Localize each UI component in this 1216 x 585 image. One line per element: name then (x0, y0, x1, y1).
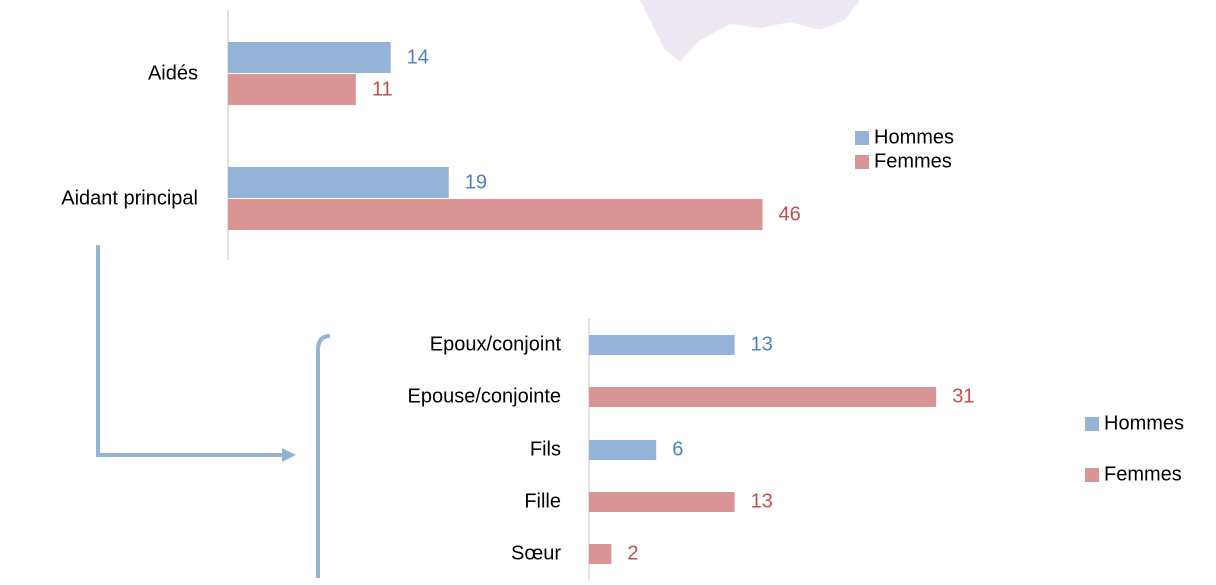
value-label: 11 (372, 78, 393, 100)
value-label: 13 (751, 333, 773, 355)
legend-label: Femmes (874, 150, 952, 172)
bar (228, 199, 763, 230)
value-label: 14 (407, 46, 429, 68)
legend-label: Hommes (1104, 412, 1184, 434)
bar (228, 42, 391, 73)
arrow-head (282, 448, 296, 462)
legend-label: Femmes (1104, 463, 1182, 485)
bar (589, 440, 657, 460)
value-label: 19 (465, 171, 487, 193)
value-label: 31 (952, 385, 974, 407)
background-shape (640, 0, 860, 62)
category-label: Epoux/conjoint (430, 333, 562, 355)
legend-swatch (855, 131, 869, 145)
category-label: Aidant principal (61, 187, 198, 209)
bar (228, 167, 449, 198)
category-label: Epouse/conjointe (408, 385, 561, 407)
bar (589, 544, 612, 564)
connector-arrow (96, 245, 331, 578)
legend-swatch (1085, 417, 1099, 431)
category-label: Fils (530, 438, 561, 460)
legend-swatch (855, 155, 869, 169)
value-label: 2 (627, 542, 638, 564)
category-label: Sœur (511, 542, 561, 564)
bar (589, 387, 937, 407)
legend-swatch (1085, 468, 1099, 482)
bar (589, 335, 735, 355)
bar (589, 492, 735, 512)
category-label: Fille (524, 490, 561, 512)
bar (228, 74, 356, 105)
value-label: 13 (751, 490, 773, 512)
value-label: 6 (672, 438, 683, 460)
category-label: Aidés (148, 62, 198, 84)
legend-label: Hommes (874, 126, 954, 148)
value-label: 46 (779, 203, 801, 225)
